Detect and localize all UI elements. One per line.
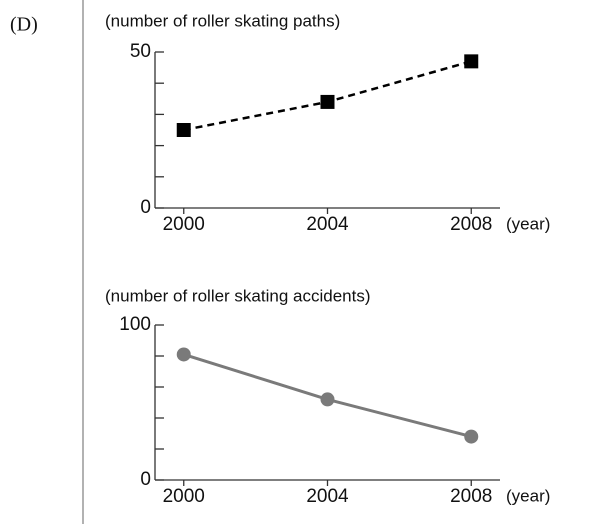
x-tick-label: 2008 xyxy=(450,214,492,235)
x-tick-label: 2004 xyxy=(306,214,349,235)
question-label: (D) xyxy=(10,14,38,36)
chart-title: (number of roller skating accidents) xyxy=(105,286,371,305)
x-tick-label: 2008 xyxy=(450,486,492,507)
data-point xyxy=(464,54,479,69)
x-tick-label: 2000 xyxy=(163,486,205,507)
data-point xyxy=(464,429,479,444)
x-tick-label: 2000 xyxy=(163,214,205,235)
y-tick-label: 100 xyxy=(119,314,151,335)
x-axis-label: (year) xyxy=(506,486,550,505)
data-point xyxy=(320,94,335,109)
y-tick-label: 50 xyxy=(130,41,151,62)
x-tick-label: 2004 xyxy=(306,486,349,507)
y-tick-label: 0 xyxy=(140,469,151,490)
data-point xyxy=(176,347,191,362)
data-point xyxy=(176,123,191,137)
y-tick-label: 0 xyxy=(140,197,151,218)
x-axis-label: (year) xyxy=(506,214,550,233)
data-point xyxy=(320,392,335,407)
chart-title: (number of roller skating paths) xyxy=(105,11,340,30)
